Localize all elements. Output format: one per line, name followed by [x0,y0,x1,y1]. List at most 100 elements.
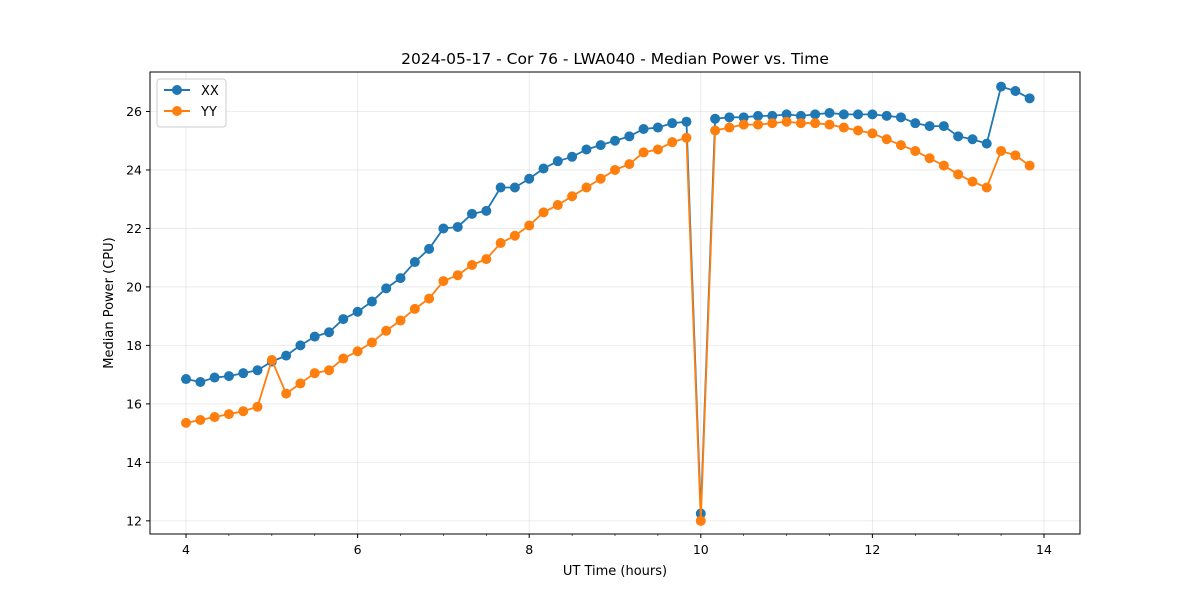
series-yy-point [738,119,749,130]
series-xx-point [638,124,649,135]
y-axis-label: Median Power (CPU) [102,237,117,368]
series-yy-point [266,355,277,366]
series-yy-point [953,169,964,180]
series-xx-point [681,116,692,127]
series-xx-point [895,112,906,123]
legend-xx-label: XX [201,84,219,99]
series-xx-point [738,112,749,123]
series-xx-point [223,371,234,382]
series-yy-point [652,144,663,155]
x-tick-label: 14 [1036,542,1052,557]
series-xx-point [567,151,578,162]
series-xx-point [967,134,978,145]
series-yy-point [753,119,764,130]
y-tick-label: 14 [126,455,142,470]
series-xx-point [910,118,921,129]
series-xx-point [795,110,806,121]
series-xx-point [981,138,992,149]
series-yy-point [624,159,635,170]
series-xx-point [881,110,892,121]
x-axis: 4 6 8 10 12 14 [182,534,1052,557]
series-xx-point [595,140,606,151]
series-xx-point [710,113,721,124]
series-yy-point [324,365,335,376]
series-yy [181,116,1035,526]
series-xx-point [195,376,206,387]
series-yy-point [495,238,506,249]
series-xx-point [953,131,964,142]
series-xx-point [381,283,392,294]
series-yy-point [667,137,678,148]
series-yy-point [681,132,692,143]
series-yy-point [810,118,821,129]
series-xx-point [1024,93,1035,104]
series-xx-point [924,121,935,132]
series-yy-point [938,160,949,171]
series-xx-point [409,257,420,268]
series-yy-point [538,207,549,218]
series-xx-point [810,109,821,120]
series-xx [181,81,1035,519]
series-xx-point [610,135,620,146]
series-xx-point [209,372,220,383]
series-yy-point [424,293,435,304]
series-xx-point [538,163,549,174]
series-yy-point [795,118,806,129]
series-yy-point [1010,150,1021,161]
series-xx-point [252,365,263,376]
series-yy-point [223,409,234,420]
series-xx-point [824,107,835,118]
x-tick-label: 10 [693,542,709,557]
series-yy-point [781,116,792,127]
series-xx-point [624,131,635,142]
series-yy-point [853,125,864,136]
y-tick-label: 22 [126,221,142,236]
x-axis-label: UT Time (hours) [563,564,667,579]
series-yy-point [552,200,563,211]
series-yy-point [567,191,578,202]
series-xx-point [238,368,249,379]
y-tick-label: 20 [126,279,142,294]
series-yy-point [524,220,535,231]
series-xx-point [281,350,292,361]
legend-xx-marker [172,85,182,95]
series-yy-point [352,346,363,357]
series-yy-point [695,515,706,526]
series-xx-point [352,306,363,317]
series-xx-point [724,112,735,123]
series-yy-point [638,147,649,158]
series-yy-point [967,176,978,187]
series-xx-point [324,327,335,338]
series-yy-point [581,182,592,193]
series-yy-point [710,125,721,136]
x-tick-label: 12 [864,542,880,557]
y-tick-label: 16 [126,396,142,411]
series-yy-point [381,325,392,336]
series-yy-point [595,173,606,184]
series-xx-point [395,273,406,284]
series-xx-line [185,85,1031,515]
series-layer [181,81,1035,526]
series-xx-point [667,118,678,129]
series-xx-point [1010,86,1021,97]
series-yy-line [185,120,1031,522]
series-yy-point [466,259,477,270]
series-yy-point [438,276,449,287]
series-yy-point [924,153,935,164]
series-yy-point [838,122,849,133]
legend-yy-marker [172,106,182,116]
y-tick-label: 12 [126,513,142,528]
series-yy-point [996,145,1007,156]
series-xx-point [438,223,449,234]
series-xx-point [524,173,535,184]
series-xx-point [781,109,792,120]
series-xx-point [495,182,506,193]
series-xx-point [452,221,463,232]
series-yy-point [409,303,420,314]
series-yy-point [610,164,620,175]
legend: XX YY [156,78,227,128]
series-yy-point [238,406,249,417]
series-xx-point [838,109,849,120]
legend-yy-label: YY [200,105,217,120]
series-xx-point [424,243,435,254]
